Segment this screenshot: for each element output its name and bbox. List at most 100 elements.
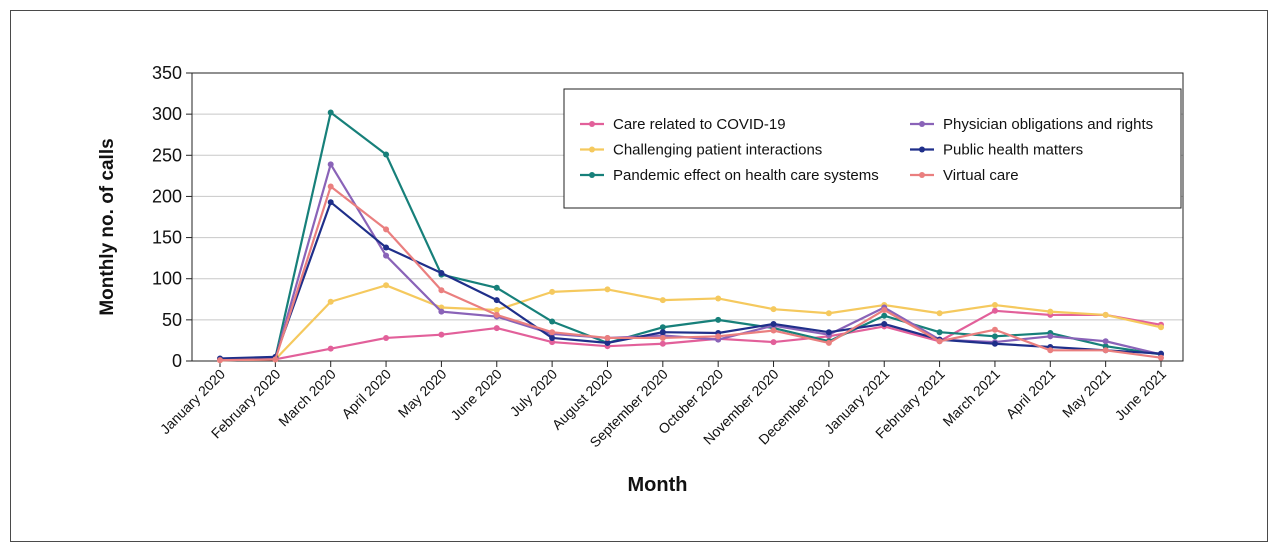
- data-point: [493, 297, 500, 304]
- data-point: [659, 324, 666, 331]
- series-line-1: [219, 309, 1162, 362]
- data-point: [715, 316, 722, 323]
- data-point: [493, 284, 500, 291]
- data-point: [383, 334, 390, 341]
- x-tick-label: March 2021: [939, 366, 1003, 430]
- x-tick-label: April 2020: [338, 366, 394, 422]
- data-point: [604, 339, 611, 346]
- data-point: [383, 252, 390, 259]
- legend-box: [563, 88, 1182, 209]
- data-point: [383, 282, 390, 289]
- data-point: [549, 288, 556, 295]
- x-tick-label: May 2020: [395, 366, 450, 421]
- y-tick-label: 150: [152, 228, 182, 248]
- data-point: [770, 306, 777, 313]
- data-point: [272, 356, 279, 363]
- data-point: [659, 329, 666, 336]
- data-point: [991, 340, 998, 347]
- data-point: [881, 312, 888, 319]
- data-point: [715, 295, 722, 302]
- series-line-6: [219, 185, 1162, 362]
- data-point: [825, 329, 832, 336]
- x-tick-label: May 2021: [1059, 366, 1114, 421]
- data-point: [383, 151, 390, 158]
- data-point: [438, 287, 445, 294]
- legend-label: Pandemic effect on health care systems: [613, 167, 879, 184]
- data-point: [327, 161, 334, 168]
- data-point: [881, 306, 888, 313]
- series-line-2: [219, 284, 1162, 362]
- y-tick-label: 200: [152, 186, 182, 206]
- data-point: [991, 333, 998, 340]
- data-point: [549, 334, 556, 341]
- data-point: [549, 318, 556, 325]
- data-point: [936, 338, 943, 345]
- x-tick-label: March 2020: [275, 366, 339, 430]
- data-point: [383, 226, 390, 233]
- x-tick-label: June 2020: [447, 366, 505, 424]
- data-point: [327, 183, 334, 190]
- data-point: [327, 345, 334, 352]
- figure-frame: 0 50 100 150 200 250 300 350 January 2020 Februar…: [10, 10, 1268, 542]
- data-point: [493, 311, 500, 318]
- data-point: [1102, 338, 1109, 345]
- data-point: [659, 340, 666, 347]
- x-tick-label: June 2021: [1112, 366, 1170, 424]
- data-point: [438, 308, 445, 315]
- legend-marker: [589, 121, 595, 127]
- data-point: [936, 329, 943, 336]
- data-point: [438, 331, 445, 338]
- data-point: [327, 298, 334, 305]
- legend-label: Virtual care: [943, 167, 1019, 184]
- legend-label: Care related to COVID-19: [613, 116, 786, 133]
- data-point: [493, 306, 500, 313]
- y-tick-label: 300: [152, 104, 182, 124]
- data-point: [659, 297, 666, 304]
- data-point: [493, 325, 500, 332]
- data-point: [549, 339, 556, 346]
- data-point: [825, 310, 832, 317]
- y-axis-title: Monthly no. of calls: [97, 138, 118, 315]
- legend-marker: [919, 146, 925, 153]
- data-point: [383, 244, 390, 251]
- data-point: [604, 286, 611, 293]
- data-point: [1102, 347, 1109, 354]
- y-tick-label: 100: [152, 269, 182, 289]
- y-tick-label: 250: [152, 145, 182, 165]
- y-tick-label: 350: [152, 63, 182, 83]
- y-tick-label: 50: [162, 310, 182, 330]
- data-point: [1047, 308, 1054, 315]
- data-point: [881, 320, 888, 327]
- data-point: [604, 334, 611, 341]
- legend-marker: [919, 172, 925, 178]
- data-point: [327, 109, 334, 116]
- data-point: [1158, 354, 1164, 361]
- data-point: [1102, 311, 1109, 318]
- data-point: [1158, 350, 1164, 357]
- y-tick-label: 0: [172, 351, 182, 371]
- legend-label: Challenging patient interactions: [613, 142, 822, 159]
- data-point: [715, 333, 722, 340]
- data-point: [438, 269, 445, 276]
- legend-marker: [589, 146, 595, 153]
- data-point: [770, 339, 777, 346]
- data-point: [770, 327, 777, 334]
- data-point: [770, 320, 777, 327]
- data-point: [1158, 324, 1164, 331]
- data-point: [991, 302, 998, 309]
- data-point: [1047, 347, 1054, 354]
- legend-marker: [589, 172, 595, 178]
- data-point: [659, 334, 666, 341]
- legend-marker: [919, 121, 925, 127]
- legend-label: Public health matters: [943, 142, 1083, 159]
- data-point: [991, 326, 998, 333]
- series-line-5: [219, 201, 1162, 360]
- data-point: [991, 307, 998, 314]
- data-point: [217, 357, 223, 364]
- data-point: [327, 199, 334, 206]
- x-axis-title: Month: [628, 474, 688, 496]
- plot-border: [191, 72, 1184, 362]
- x-tick-label: July 2020: [507, 366, 561, 420]
- data-point: [1047, 333, 1054, 340]
